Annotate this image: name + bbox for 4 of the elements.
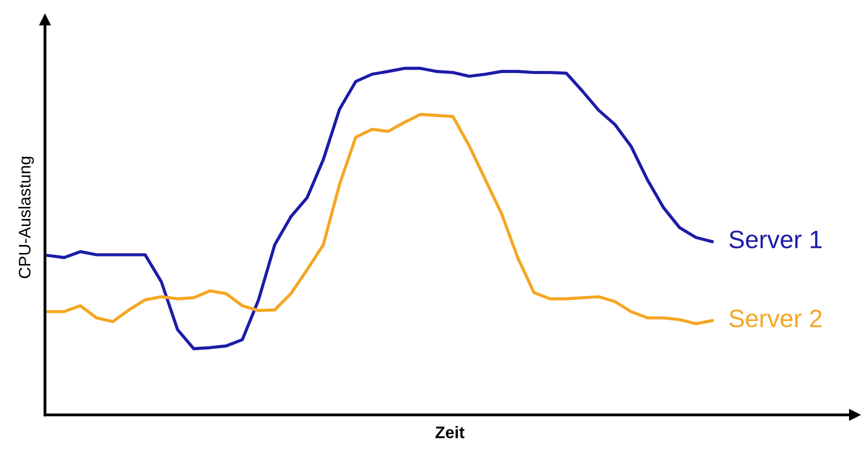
series-label: Server 2 xyxy=(729,310,822,328)
x-axis-title: Zeit xyxy=(435,426,464,438)
y-axis-title: CPU-Auslastung xyxy=(18,156,34,278)
series-label: Server 1 xyxy=(729,230,822,248)
